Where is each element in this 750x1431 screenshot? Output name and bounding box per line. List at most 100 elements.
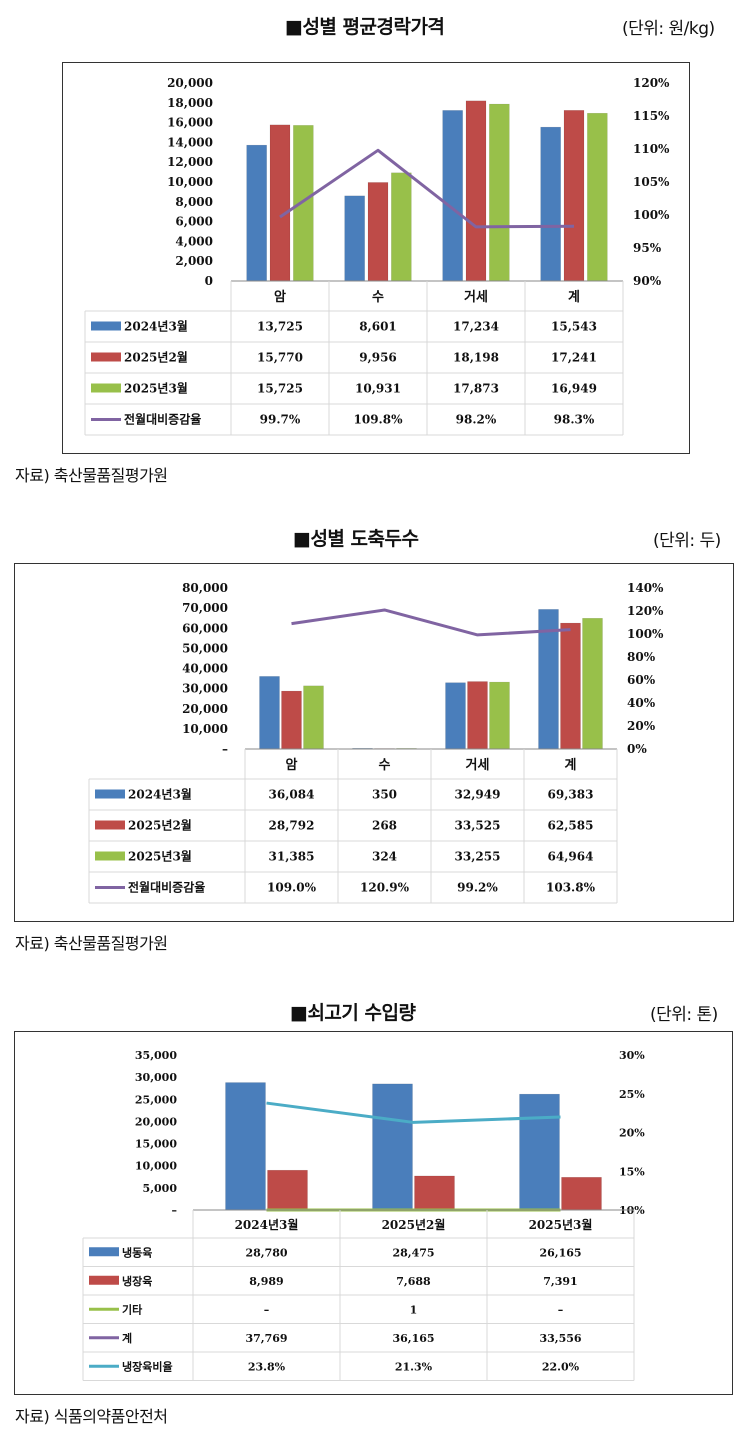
y-right-tick-label: 25%: [619, 1088, 645, 1101]
y-left-tick-label: 10,000: [167, 175, 213, 189]
data-label: 15,543: [551, 320, 597, 334]
y-left-tick-label: 70,000: [182, 601, 228, 615]
data-label: 36,084: [269, 788, 315, 802]
y-right-tick-label: 120%: [633, 76, 670, 90]
legend-label: 기타: [122, 1302, 143, 1316]
data-label: 268: [372, 819, 397, 833]
y-left-tick-label: 5,000: [143, 1182, 178, 1195]
chart1-svg: 0 2,000 4,000 6,000 8,000 10,000 12,000 14,000 1…: [84, 76, 670, 436]
data-label: 33,525: [455, 819, 501, 833]
y-left-tick-label: 18,000: [167, 96, 213, 110]
category-label: 거세: [466, 758, 490, 773]
bar: [445, 682, 466, 750]
data-label: 18,198: [453, 351, 499, 365]
y-left-tick-label: 14,000: [167, 135, 213, 149]
y-right-tick-label: 140%: [627, 581, 664, 595]
y-left-tick-label: 60,000: [182, 621, 228, 635]
data-label: 103.8%: [546, 881, 596, 895]
y-left-tick-label: 35,000: [135, 1049, 177, 1062]
legend-key-bar: [91, 383, 121, 393]
data-label: 64,964: [548, 850, 594, 864]
data-label: 8,989: [249, 1275, 283, 1288]
legend-label: 전월대비증감율: [128, 880, 205, 895]
category-label: 2025년3월: [529, 1217, 593, 1232]
chart3-svg: – 5,000 10,000 15,000 20,000 25,000 30,000 35,0…: [82, 1049, 645, 1381]
legend-label: 2025년2월: [128, 818, 192, 833]
y-left-tick-label: 20,000: [182, 702, 228, 716]
data-label: 33,255: [455, 850, 501, 864]
chart1-panel: 0 2,000 4,000 6,000 8,000 10,000 12,000 14,000 1…: [62, 62, 690, 454]
bar: [391, 172, 412, 282]
y-left-tick-label: 16,000: [167, 116, 213, 130]
chart1-source: 자료) 축산물품질평가원: [15, 466, 168, 485]
chart1-unit: (단위: 원/kg): [622, 19, 715, 39]
bar: [344, 195, 365, 282]
y-left-tick-label: 30,000: [135, 1071, 177, 1084]
legend-label: 2025년2월: [124, 350, 188, 365]
y-left-tick-label: 6,000: [175, 215, 213, 229]
chart2-panel: – 10,000 20,000 30,000 40,000 50,000 60,000 70,…: [14, 563, 734, 922]
category-label: 계: [568, 290, 580, 305]
legend-key-bar: [95, 851, 125, 861]
bar: [281, 690, 302, 750]
legend-label: 냉동육: [122, 1245, 152, 1259]
y-right-tick-label: 110%: [633, 142, 670, 156]
bar: [367, 182, 389, 282]
data-label: 109.0%: [267, 881, 317, 895]
series-line: [291, 608, 571, 637]
category-label: 암: [286, 757, 298, 773]
bar: [560, 622, 581, 750]
y-right-tick-label: 115%: [633, 109, 670, 123]
data-label: 98.3%: [554, 413, 595, 427]
y-right-tick-label: 20%: [619, 1127, 645, 1140]
legend-key-bar: [91, 321, 121, 331]
y-right-tick-label: 0%: [627, 742, 647, 756]
chart3-source: 자료) 식품의약품안전처: [15, 1407, 168, 1426]
data-label: 7,391: [543, 1275, 577, 1288]
data-label: 9,956: [359, 351, 397, 365]
data-label: 8,601: [359, 320, 397, 334]
y-left-tick-label: –: [172, 1204, 178, 1217]
bar: [225, 1082, 266, 1211]
category-label: 거세: [464, 290, 488, 305]
y-left-tick-label: 10,000: [135, 1160, 177, 1173]
data-label: 7,688: [396, 1275, 431, 1288]
y-right-tick-label: 100%: [633, 208, 670, 222]
y-left-tick-label: 25,000: [135, 1093, 177, 1106]
legend-label: 2025년3월: [124, 381, 188, 396]
data-label: 37,769: [245, 1332, 287, 1345]
y-left-tick-label: 50,000: [182, 641, 228, 655]
y-right-tick-label: 90%: [633, 274, 662, 288]
legend-label: 2024년3월: [124, 319, 188, 334]
data-label: 99.7%: [260, 413, 301, 427]
data-label: 10,931: [355, 382, 401, 396]
data-label: 15,770: [257, 351, 303, 365]
category-label: 2025년2월: [382, 1217, 446, 1232]
y-right-tick-label: 100%: [627, 627, 664, 641]
bar: [489, 103, 510, 282]
y-right-tick-label: 20%: [627, 719, 656, 733]
data-label: 21.3%: [395, 1360, 433, 1373]
data-label: –: [264, 1303, 270, 1316]
y-right-tick-label: 120%: [627, 604, 664, 618]
chart2-title: ■성별 도축두수: [293, 528, 419, 550]
chart2-unit: (단위: 두): [653, 531, 721, 551]
data-label: 350: [372, 788, 397, 802]
bar: [442, 110, 463, 282]
data-label: 69,383: [548, 788, 594, 802]
data-label: 109.8%: [354, 413, 404, 427]
data-label: 62,585: [548, 819, 594, 833]
legend-label: 전월대비증감율: [124, 412, 201, 427]
data-label: 98.2%: [456, 413, 497, 427]
data-label: 22.0%: [542, 1360, 580, 1373]
chart2-svg: – 10,000 20,000 30,000 40,000 50,000 60,000 70,…: [88, 581, 664, 904]
series-line: [266, 1101, 561, 1124]
data-label: 26,165: [539, 1246, 581, 1259]
category-label: 수: [379, 758, 391, 773]
y-left-tick-label: 15,000: [135, 1138, 177, 1151]
y-right-tick-label: 95%: [633, 241, 662, 255]
bar: [563, 110, 585, 282]
y-right-tick-label: 60%: [627, 673, 656, 687]
legend-label: 2025년3월: [128, 849, 192, 864]
data-label: 1: [410, 1303, 418, 1316]
